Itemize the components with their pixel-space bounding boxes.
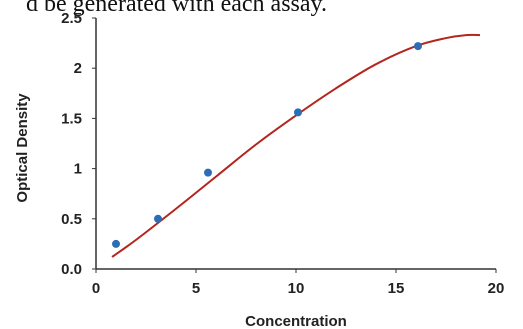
data-point bbox=[154, 214, 162, 223]
y-tick-label: 2 bbox=[74, 60, 82, 77]
cropped-body-text: d be generated with each assay. bbox=[26, 0, 327, 17]
fitted-curve-line bbox=[111, 33, 481, 258]
y-tick-label: 0.0 bbox=[61, 261, 82, 278]
y-tick-label: 1.5 bbox=[61, 110, 82, 127]
data-point bbox=[294, 108, 302, 117]
data-points-group bbox=[112, 42, 422, 248]
x-tick-label: 5 bbox=[192, 280, 200, 297]
x-tick-label: 0 bbox=[92, 280, 100, 297]
data-point bbox=[204, 168, 212, 177]
y-axis-title: Optical Density bbox=[14, 93, 31, 203]
chart-tick-labels: 0 5 10 15 20 0.0 0.5 1 1.5 2 2.5 bbox=[61, 10, 504, 297]
x-axis-title: Concentration bbox=[245, 313, 347, 329]
fitted-curve-group bbox=[111, 33, 481, 258]
y-tick-label: 0.5 bbox=[61, 211, 82, 228]
data-point bbox=[414, 42, 422, 51]
y-tick-label: 2.5 bbox=[61, 10, 82, 27]
y-tick-label: 1 bbox=[74, 161, 82, 178]
data-point bbox=[112, 239, 120, 248]
x-tick-label: 15 bbox=[388, 280, 405, 297]
chart-axes bbox=[92, 17, 497, 273]
x-tick-label: 10 bbox=[288, 280, 305, 297]
x-tick-label: 20 bbox=[488, 280, 505, 297]
axis-titles: Concentration Optical Density bbox=[14, 93, 347, 329]
